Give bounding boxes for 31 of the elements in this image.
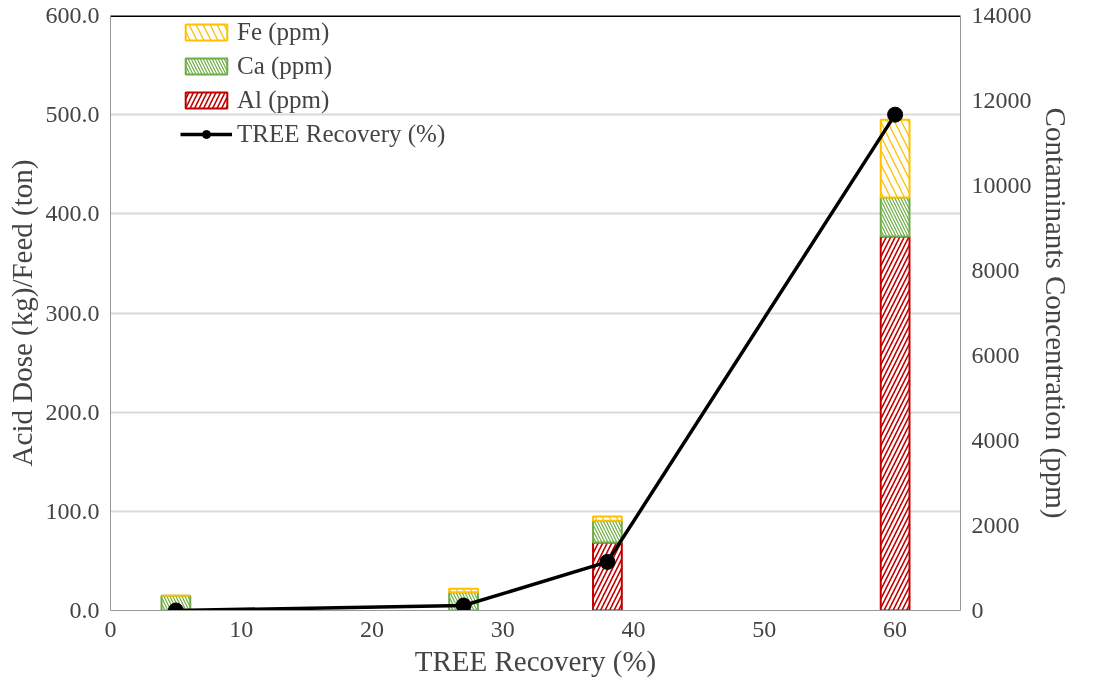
y2-axis-title: Contaminants Concentration (ppm): [1038, 107, 1072, 519]
y2-tick-label: 8000: [971, 257, 1020, 283]
legend-label: Ca (ppm): [237, 52, 333, 80]
y2-tick-label: 12000: [971, 87, 1032, 113]
legend-label: Fe (ppm): [237, 18, 330, 46]
y-tick-label: 400.0: [45, 200, 100, 227]
y-tick-label: 300.0: [45, 299, 100, 326]
y-tick-label: 500.0: [45, 101, 100, 128]
y2-tick-label: 6000: [971, 342, 1020, 368]
y2-tick-label: 14000: [971, 2, 1032, 28]
x-tick-label: 60: [883, 615, 908, 642]
x-axis-title: TREE Recovery (%): [414, 644, 657, 678]
x-tick-label: 50: [752, 615, 777, 642]
y2-tick-label: 10000: [971, 172, 1032, 198]
x-tick-label: 10: [229, 615, 254, 642]
x-tick-label: 40: [621, 615, 646, 642]
legend-label: TREE Recovery (%): [237, 120, 446, 148]
x-tick-label: 0: [104, 615, 117, 642]
y-tick-label: 0.0: [69, 597, 100, 623]
y2-tick-label: 4000: [971, 427, 1020, 453]
y-axis-title: Acid Dose (kg)/Feed (ton): [5, 159, 39, 467]
point: [887, 106, 904, 123]
y2-tick-label: 0: [971, 597, 984, 623]
x-tick-label: 30: [490, 615, 515, 642]
y2-tick-label: 2000: [971, 512, 1020, 538]
y-tick-label: 200.0: [45, 398, 100, 425]
y-tick-label: 100.0: [45, 497, 100, 524]
legend-label: Al (ppm): [237, 86, 330, 114]
y-tick-label: 600.0: [45, 2, 100, 28]
x-tick-label: 20: [360, 615, 385, 642]
point: [599, 553, 616, 570]
